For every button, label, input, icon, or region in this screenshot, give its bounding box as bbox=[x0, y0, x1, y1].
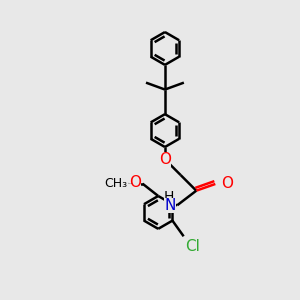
Text: O: O bbox=[129, 175, 141, 190]
Text: CH₃: CH₃ bbox=[104, 177, 128, 190]
Text: O: O bbox=[221, 176, 233, 191]
Text: Cl: Cl bbox=[185, 239, 200, 254]
Text: N: N bbox=[164, 198, 176, 213]
Text: H: H bbox=[164, 190, 174, 204]
Text: O: O bbox=[159, 152, 171, 167]
Text: methoxy: methoxy bbox=[127, 182, 133, 184]
